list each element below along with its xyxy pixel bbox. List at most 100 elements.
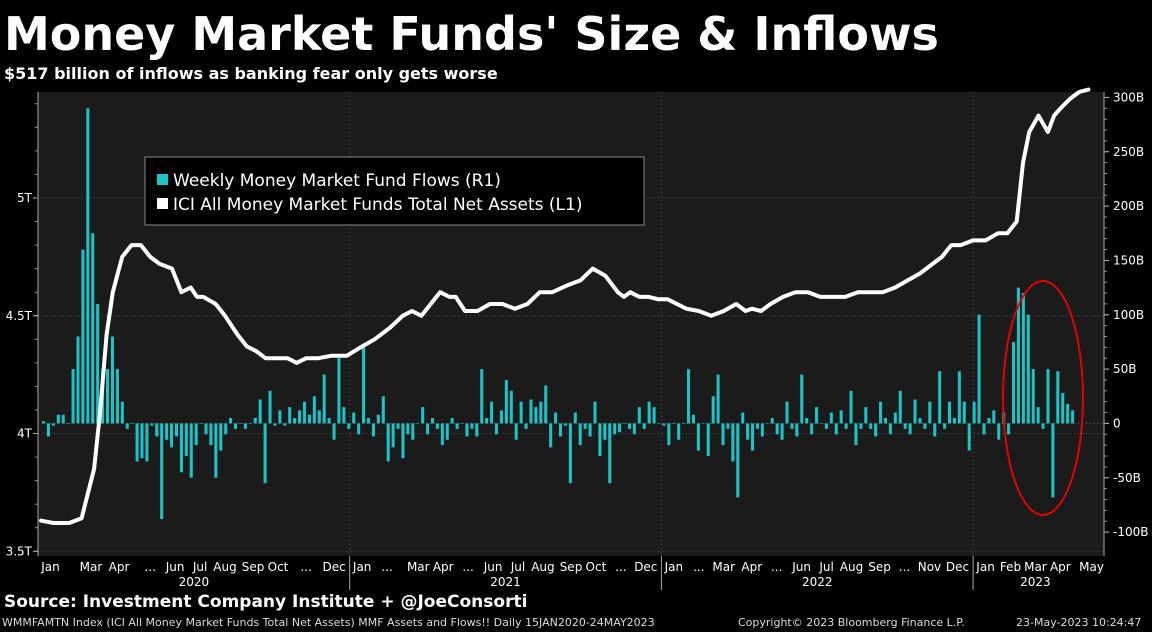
flow-bar — [258, 399, 262, 424]
flow-bar — [352, 412, 356, 424]
right-axis: 300B 250B 200B 150B 100B 50B 0 -50B -100B — [1103, 90, 1148, 556]
flow-bar — [499, 410, 503, 424]
flow-bar — [1021, 293, 1025, 424]
flow-bar — [726, 423, 730, 429]
flow-bar — [539, 401, 543, 424]
chart-title: Money Market Funds' Size & Inflows — [4, 7, 939, 61]
flow-bar — [391, 423, 395, 448]
flow-bar — [529, 399, 533, 424]
flow-bar — [268, 390, 272, 424]
legend-label-line: ICI All Money Market Funds Total Net Ass… — [173, 195, 582, 215]
flow-bar — [86, 108, 90, 424]
flow-bar — [608, 423, 612, 484]
x-month-label: Jun — [165, 560, 185, 574]
flow-bar — [947, 401, 952, 424]
flow-bar — [430, 417, 435, 424]
flow-bar — [559, 423, 563, 437]
flow-bar — [657, 423, 661, 424]
flow-bar — [475, 423, 479, 437]
chart-subtitle: $517 billion of inflows as banking fear … — [4, 64, 498, 83]
right-tick-label: -100B — [1113, 525, 1148, 539]
flow-bar — [997, 423, 1001, 440]
x-month-label: Apr — [433, 560, 454, 574]
x-axis: Jan Mar Apr... Jun Jul Aug Sep Oct... Dec Jan... M… — [40, 556, 1104, 590]
flow-bar — [238, 423, 243, 424]
flow-bar — [81, 249, 85, 424]
flow-bar — [982, 423, 986, 435]
flow-bar — [819, 423, 824, 424]
flow-bar — [140, 423, 144, 459]
x-month-label: ... — [615, 560, 626, 574]
flow-bar — [652, 407, 656, 424]
flow-bar — [790, 423, 794, 429]
flow-bar — [347, 423, 351, 429]
flow-bar — [623, 423, 627, 424]
flow-bar — [332, 423, 336, 440]
flow-bar — [1031, 369, 1035, 424]
flow-bar — [741, 412, 745, 424]
flow-bar — [194, 423, 198, 446]
footer-timestamp: 23-May-2023 10:24:47 — [1016, 616, 1142, 629]
x-year-label: 2021 — [490, 575, 521, 589]
flow-bar — [588, 423, 592, 437]
legend-swatch-line — [157, 198, 168, 209]
right-tick-label: 300B — [1113, 90, 1144, 104]
x-month-label: Jan — [664, 560, 684, 574]
flow-bar — [1041, 423, 1045, 429]
left-tick-label: 4T — [17, 427, 33, 441]
flow-bar — [224, 423, 228, 435]
flow-bar — [760, 423, 764, 437]
flow-bar — [613, 423, 617, 435]
flow-bar — [460, 423, 464, 424]
legend-swatch-bars — [157, 174, 168, 185]
net-assets-line — [39, 87, 1091, 525]
x-month-label: Aug — [213, 560, 236, 574]
flow-bar — [155, 423, 159, 437]
flow-bar — [691, 414, 695, 424]
flow-bar — [805, 417, 809, 424]
x-month-label: Mar — [407, 560, 430, 574]
x-month-label: Sep — [560, 560, 583, 574]
flow-bar — [933, 423, 937, 437]
flow-bar — [795, 423, 799, 437]
x-month-label: Mar — [712, 560, 735, 574]
flow-bar — [46, 423, 50, 437]
flow-bar — [642, 423, 646, 429]
flow-bar — [174, 423, 178, 437]
footer-copyright: Copyright© 2023 Bloomberg Finance L.P. — [738, 616, 965, 629]
flow-bar — [445, 423, 449, 440]
x-month-label: Sep — [242, 560, 265, 574]
flow-bar — [120, 401, 124, 424]
flow-bar — [204, 423, 208, 435]
x-month-label: Apr — [741, 560, 762, 574]
flow-bar — [785, 401, 789, 424]
flow-bar — [71, 369, 75, 424]
flow-bar — [307, 414, 311, 424]
flow-bar — [293, 417, 297, 424]
flow-bar — [214, 423, 218, 478]
flow-bar — [317, 410, 321, 424]
flow-bar — [647, 401, 651, 424]
flow-bar — [677, 423, 681, 440]
flow-bar — [898, 390, 902, 424]
flow-bar — [696, 423, 700, 451]
x-month-label: ... — [771, 560, 782, 574]
flow-bar — [514, 423, 518, 440]
flow-bar — [165, 423, 169, 440]
flow-bar — [972, 401, 976, 424]
flow-bar — [490, 401, 494, 424]
x-month-label: Apr — [109, 560, 130, 574]
right-tick-label: 150B — [1113, 253, 1144, 267]
flow-bar — [879, 401, 883, 424]
flow-bar — [209, 423, 213, 446]
flow-bar — [480, 369, 484, 424]
flow-bar — [485, 417, 489, 424]
flow-bar — [366, 417, 371, 424]
flow-bar — [342, 407, 346, 424]
flow-bar — [263, 423, 267, 484]
flow-bar — [322, 374, 326, 424]
right-tick-label: 50B — [1113, 362, 1137, 376]
flow-bar — [170, 423, 174, 448]
x-month-label: ... — [144, 560, 155, 574]
flow-bar — [160, 423, 164, 520]
